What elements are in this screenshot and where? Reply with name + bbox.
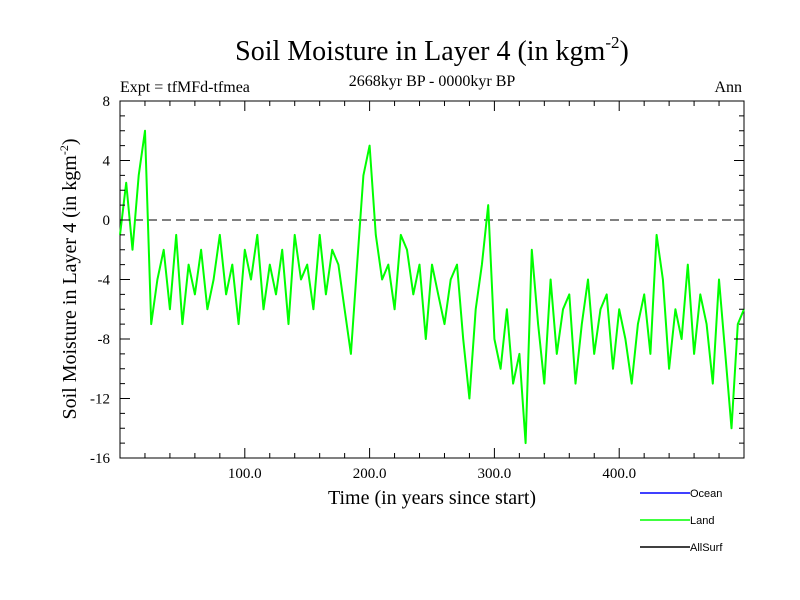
legend-label-ocean: Ocean	[690, 488, 722, 500]
y-axis-label-main: Soil Moisture in Layer 4 (in kgm	[59, 155, 81, 420]
y-tick-label: -8	[98, 332, 111, 348]
x-tick-label: 200.0	[353, 466, 387, 482]
y-tick-label: 8	[103, 94, 111, 110]
chart-title-close: )	[620, 36, 629, 67]
y-tick-label: -16	[90, 451, 110, 467]
series-line-land	[119, 129, 745, 445]
x-tick-label: 300.0	[478, 466, 512, 482]
legend: Ocean Land AllSurf	[640, 488, 723, 554]
x-tick-label: 100.0	[228, 466, 262, 482]
y-tick-label: -12	[90, 392, 110, 408]
y-axis-label-sup: -2	[57, 145, 71, 155]
y-tick-label: 0	[103, 213, 111, 229]
x-axis-label: Time (in years since start)	[328, 487, 536, 509]
subtitle-experiment: Expt = tfMFd-tfmea	[120, 79, 250, 96]
y-axis-label: Soil Moisture in Layer 4 (in kgm-2)	[57, 138, 81, 419]
y-axis-label-close: )	[59, 138, 81, 145]
legend-label-allsurf: AllSurf	[690, 542, 723, 554]
y-tick-label: 4	[103, 154, 111, 170]
chart-title-sup: -2	[605, 33, 619, 52]
x-tick-label: 400.0	[602, 466, 636, 482]
subtitle-season: Ann	[714, 79, 742, 96]
y-axis-ticks: 8 4 0 -4 -8 -12 -16	[90, 94, 744, 467]
subtitle-period: 2668kyr BP - 0000kyr BP	[349, 73, 516, 90]
chart-title: Soil Moisture in Layer 4 (in kgm-2)	[235, 33, 629, 67]
legend-label-land: Land	[690, 515, 714, 527]
x-axis-ticks: 100.0 200.0 300.0 400.0	[144, 101, 720, 482]
y-tick-label: -4	[98, 273, 111, 289]
chart-title-main: Soil Moisture in Layer 4 (in kgm	[235, 36, 605, 67]
